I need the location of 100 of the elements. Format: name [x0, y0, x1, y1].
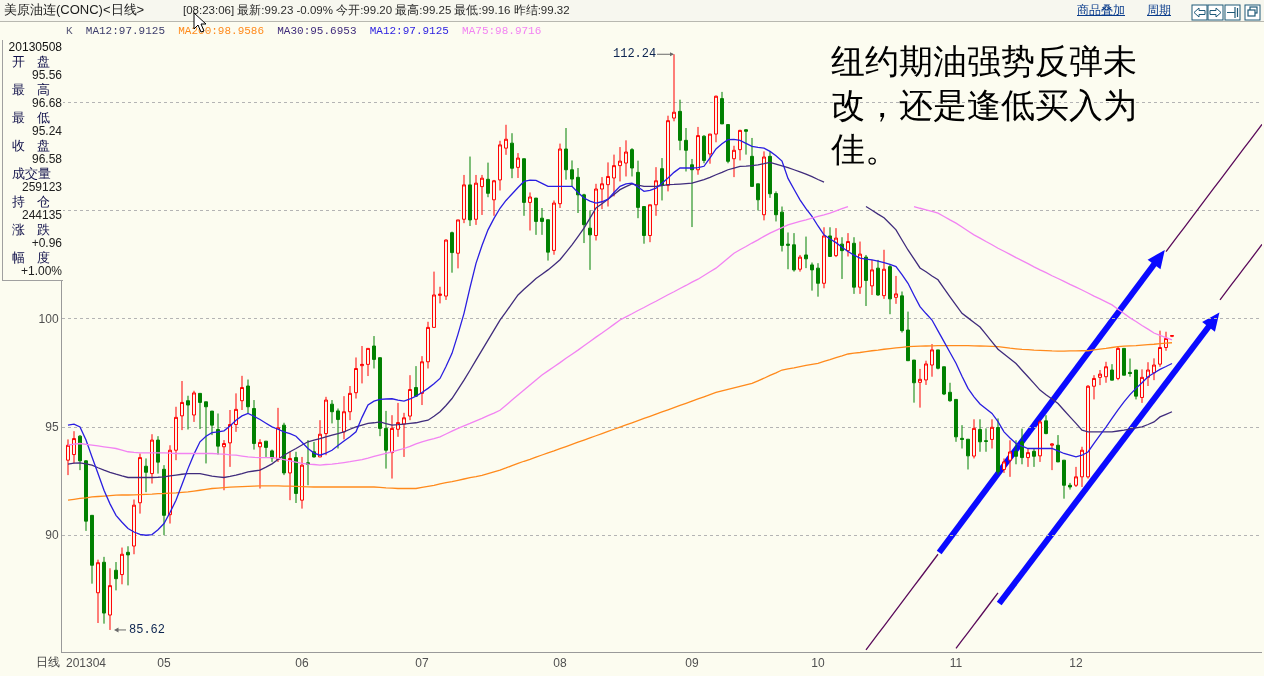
candlestick — [1140, 368, 1144, 404]
candlestick — [588, 209, 592, 271]
candlestick — [390, 414, 394, 480]
candlestick — [66, 438, 70, 476]
candlestick — [624, 139, 628, 177]
candlestick — [732, 145, 736, 178]
candlestick — [936, 349, 940, 370]
candlestick — [678, 99, 682, 151]
candlestick — [834, 227, 838, 258]
text: 涨 跌 — [11, 223, 51, 238]
candlestick — [558, 143, 562, 209]
candlestick — [126, 545, 130, 586]
candlestick — [810, 262, 814, 292]
candlestick — [1158, 330, 1162, 368]
candlestick — [396, 402, 400, 438]
candlestick — [450, 231, 454, 274]
x-tick-label: 07 — [415, 656, 429, 671]
candlestick — [378, 357, 382, 437]
candlestick — [738, 129, 742, 161]
candlestick — [1098, 369, 1102, 386]
annotation: 95.56 — [31, 68, 62, 83]
candlestick — [780, 206, 784, 252]
candlestick — [210, 410, 214, 436]
candlestick — [366, 347, 370, 377]
candlestick — [1104, 361, 1108, 384]
candlestick — [294, 451, 298, 504]
candlestick — [144, 457, 148, 493]
candlestick — [816, 262, 820, 298]
candlestick — [372, 335, 376, 369]
candlestick — [1146, 361, 1150, 387]
candlestick — [714, 95, 718, 143]
candlestick — [204, 401, 208, 464]
candlestick — [108, 567, 112, 631]
candlestick — [654, 166, 658, 217]
candlestick — [1002, 457, 1006, 474]
candlestick — [552, 199, 556, 256]
candlestick — [180, 380, 184, 431]
candlestick — [192, 390, 196, 423]
candlestick — [420, 355, 424, 406]
candlestick — [1026, 448, 1030, 468]
candlestick — [534, 197, 538, 236]
annotation: 85.62 — [129, 623, 166, 637]
candlestick — [78, 434, 82, 471]
candlestick — [474, 174, 478, 226]
chart-title: 美原油连(CONC)<日线> — [4, 2, 145, 18]
text: 开 盘 — [11, 55, 51, 70]
candlestick — [522, 158, 526, 217]
candlestick — [666, 115, 670, 192]
text: MA200:98.9586 — [178, 25, 265, 37]
candlestick — [888, 264, 892, 315]
candlestick — [1044, 414, 1048, 435]
x-tick-label: 08 — [553, 656, 567, 671]
candlestick — [342, 395, 346, 440]
annotation: 112.24 — [613, 47, 657, 61]
text: 周期 — [1147, 3, 1171, 18]
candlestick — [498, 140, 502, 192]
candlestick — [216, 412, 220, 456]
candlestick — [324, 396, 328, 456]
candlestick — [708, 133, 712, 165]
annotation: 96.58 — [31, 152, 62, 167]
candlestick — [642, 206, 646, 245]
candlestick — [468, 156, 472, 227]
candlestick — [252, 399, 256, 451]
candlestick — [408, 374, 412, 421]
candlestick — [930, 343, 934, 378]
candlestick — [870, 259, 874, 296]
candlestick — [198, 392, 202, 430]
candlestick — [882, 249, 886, 300]
candlestick — [828, 226, 832, 257]
candlestick — [1014, 439, 1018, 465]
candlestick — [1128, 358, 1132, 378]
candlestick — [1170, 334, 1174, 338]
candlestick — [1092, 374, 1096, 400]
text: 最 高 — [11, 83, 51, 98]
candlestick — [444, 238, 448, 301]
candlestick — [582, 193, 586, 244]
candlestick — [1152, 357, 1156, 381]
candlestick — [96, 559, 100, 624]
y-tick-label: 95 — [45, 420, 59, 435]
candlestick — [762, 150, 766, 221]
text: 商品叠加 — [1077, 3, 1125, 18]
candlestick — [744, 128, 748, 156]
candlestick — [1020, 428, 1024, 465]
candlestick — [768, 150, 772, 199]
candlestick — [774, 190, 778, 222]
candlestick — [480, 174, 484, 216]
candlestick — [162, 464, 166, 536]
candlestick — [636, 160, 640, 219]
candlestick — [618, 146, 622, 182]
text: 成交量 — [10, 167, 52, 182]
legend-label: MA12:97.9125 — [85, 25, 166, 37]
text: MA30:95.6953 — [277, 25, 357, 37]
annotation: 纽约期油强势反弹未改，还是逢低买入为佳。 — [831, 42, 1138, 170]
line-series — [67, 342, 1173, 501]
candlestick — [138, 452, 142, 515]
candlestick — [726, 123, 730, 164]
candlestick — [900, 291, 904, 334]
candlestick — [1122, 347, 1126, 376]
candlestick — [306, 439, 310, 486]
x-tick-label: 09 — [685, 656, 699, 671]
